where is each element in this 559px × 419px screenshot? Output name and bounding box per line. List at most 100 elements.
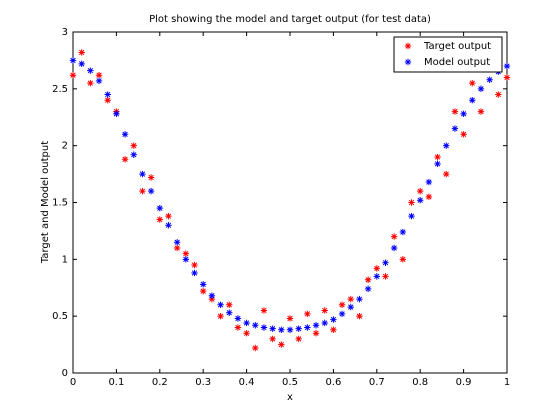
data-point [191, 261, 198, 269]
data-point [278, 326, 285, 334]
data-point [226, 309, 233, 316]
data-point [382, 273, 389, 280]
data-point [304, 310, 311, 318]
legend-box [393, 36, 503, 73]
data-point [173, 239, 181, 246]
data-point [434, 153, 441, 161]
data-point [156, 204, 163, 212]
data-point [130, 151, 137, 158]
data-point [252, 344, 259, 352]
data-point [364, 276, 372, 283]
y-tick-label: 0.5 [52, 311, 68, 322]
data-point [69, 57, 77, 64]
data-point [382, 259, 389, 266]
y-tick-label: 3 [62, 27, 68, 38]
data-point [200, 281, 207, 288]
data-point [443, 170, 450, 178]
data-point [87, 67, 94, 74]
data-point [503, 74, 511, 81]
x-tick-label: 1 [504, 377, 510, 388]
data-point [95, 71, 103, 79]
data-point [417, 187, 424, 195]
data-point [434, 160, 441, 168]
data-point [390, 244, 398, 252]
data-point [304, 324, 311, 331]
data-point [295, 325, 302, 332]
data-point [295, 335, 302, 343]
data-point [87, 79, 94, 87]
data-point [130, 142, 137, 149]
data-point [139, 170, 146, 178]
data-point [495, 91, 502, 98]
data-point [139, 187, 146, 195]
chart-title: Plot showing the model and target output… [149, 14, 431, 25]
data-point [356, 312, 363, 320]
data-point [165, 222, 172, 229]
data-point [408, 212, 415, 220]
data-point [78, 60, 85, 68]
data-point [260, 324, 268, 331]
data-point [373, 273, 380, 280]
data-point [260, 307, 268, 314]
x-tick-label: 0.7 [369, 377, 385, 388]
data-point [347, 303, 354, 311]
x-tick-label: 0.1 [108, 377, 124, 388]
data-point [312, 330, 320, 337]
y-tick-label: 1 [62, 254, 68, 265]
data-point [191, 269, 198, 277]
data-point [286, 326, 294, 334]
data-point [425, 178, 433, 186]
data-point [460, 131, 467, 138]
data-point [503, 62, 511, 70]
data-point [182, 256, 190, 263]
x-tick-label: 0.8 [412, 377, 428, 388]
data-point [390, 233, 398, 240]
data-point [399, 256, 407, 263]
x-tick-label: 0.9 [456, 377, 472, 388]
y-tick-label: 2.5 [52, 84, 68, 95]
data-point [408, 199, 415, 206]
data-point [234, 324, 242, 331]
data-point [338, 310, 346, 318]
x-tick-label: 0.5 [282, 377, 298, 388]
data-point [121, 156, 129, 163]
data-point [417, 197, 424, 204]
data-point [269, 325, 276, 332]
data-point [182, 250, 190, 257]
data-point [477, 108, 485, 115]
x-tick-label: 0.6 [325, 377, 341, 388]
data-point [278, 341, 285, 348]
data-point [373, 265, 380, 272]
data-point [321, 307, 328, 314]
data-point [321, 319, 328, 327]
data-point [147, 187, 155, 195]
legend-label: Target output [423, 41, 491, 52]
data-point [217, 301, 224, 308]
data-point [208, 292, 216, 299]
data-point [226, 301, 233, 308]
y-tick-label: 0 [62, 368, 68, 379]
data-point [356, 295, 363, 303]
data-point [312, 322, 320, 329]
data-point [451, 108, 459, 115]
data-point [234, 315, 242, 322]
y-tick-label: 2 [62, 141, 68, 152]
data-point [330, 326, 337, 334]
data-point [460, 110, 467, 118]
data-point [69, 71, 77, 79]
data-point [104, 91, 111, 98]
data-point [104, 97, 111, 104]
data-point [330, 316, 337, 323]
data-point [469, 79, 476, 87]
data-point [200, 287, 207, 295]
data-point [252, 322, 259, 329]
x-tick-label: 0 [70, 377, 76, 388]
data-point [173, 244, 181, 252]
x-tick-label: 0.4 [239, 377, 255, 388]
data-point [286, 315, 294, 322]
data-point [364, 285, 372, 293]
x-tick-label: 0.3 [195, 377, 211, 388]
data-point [95, 77, 103, 85]
legend-marker [404, 42, 412, 50]
